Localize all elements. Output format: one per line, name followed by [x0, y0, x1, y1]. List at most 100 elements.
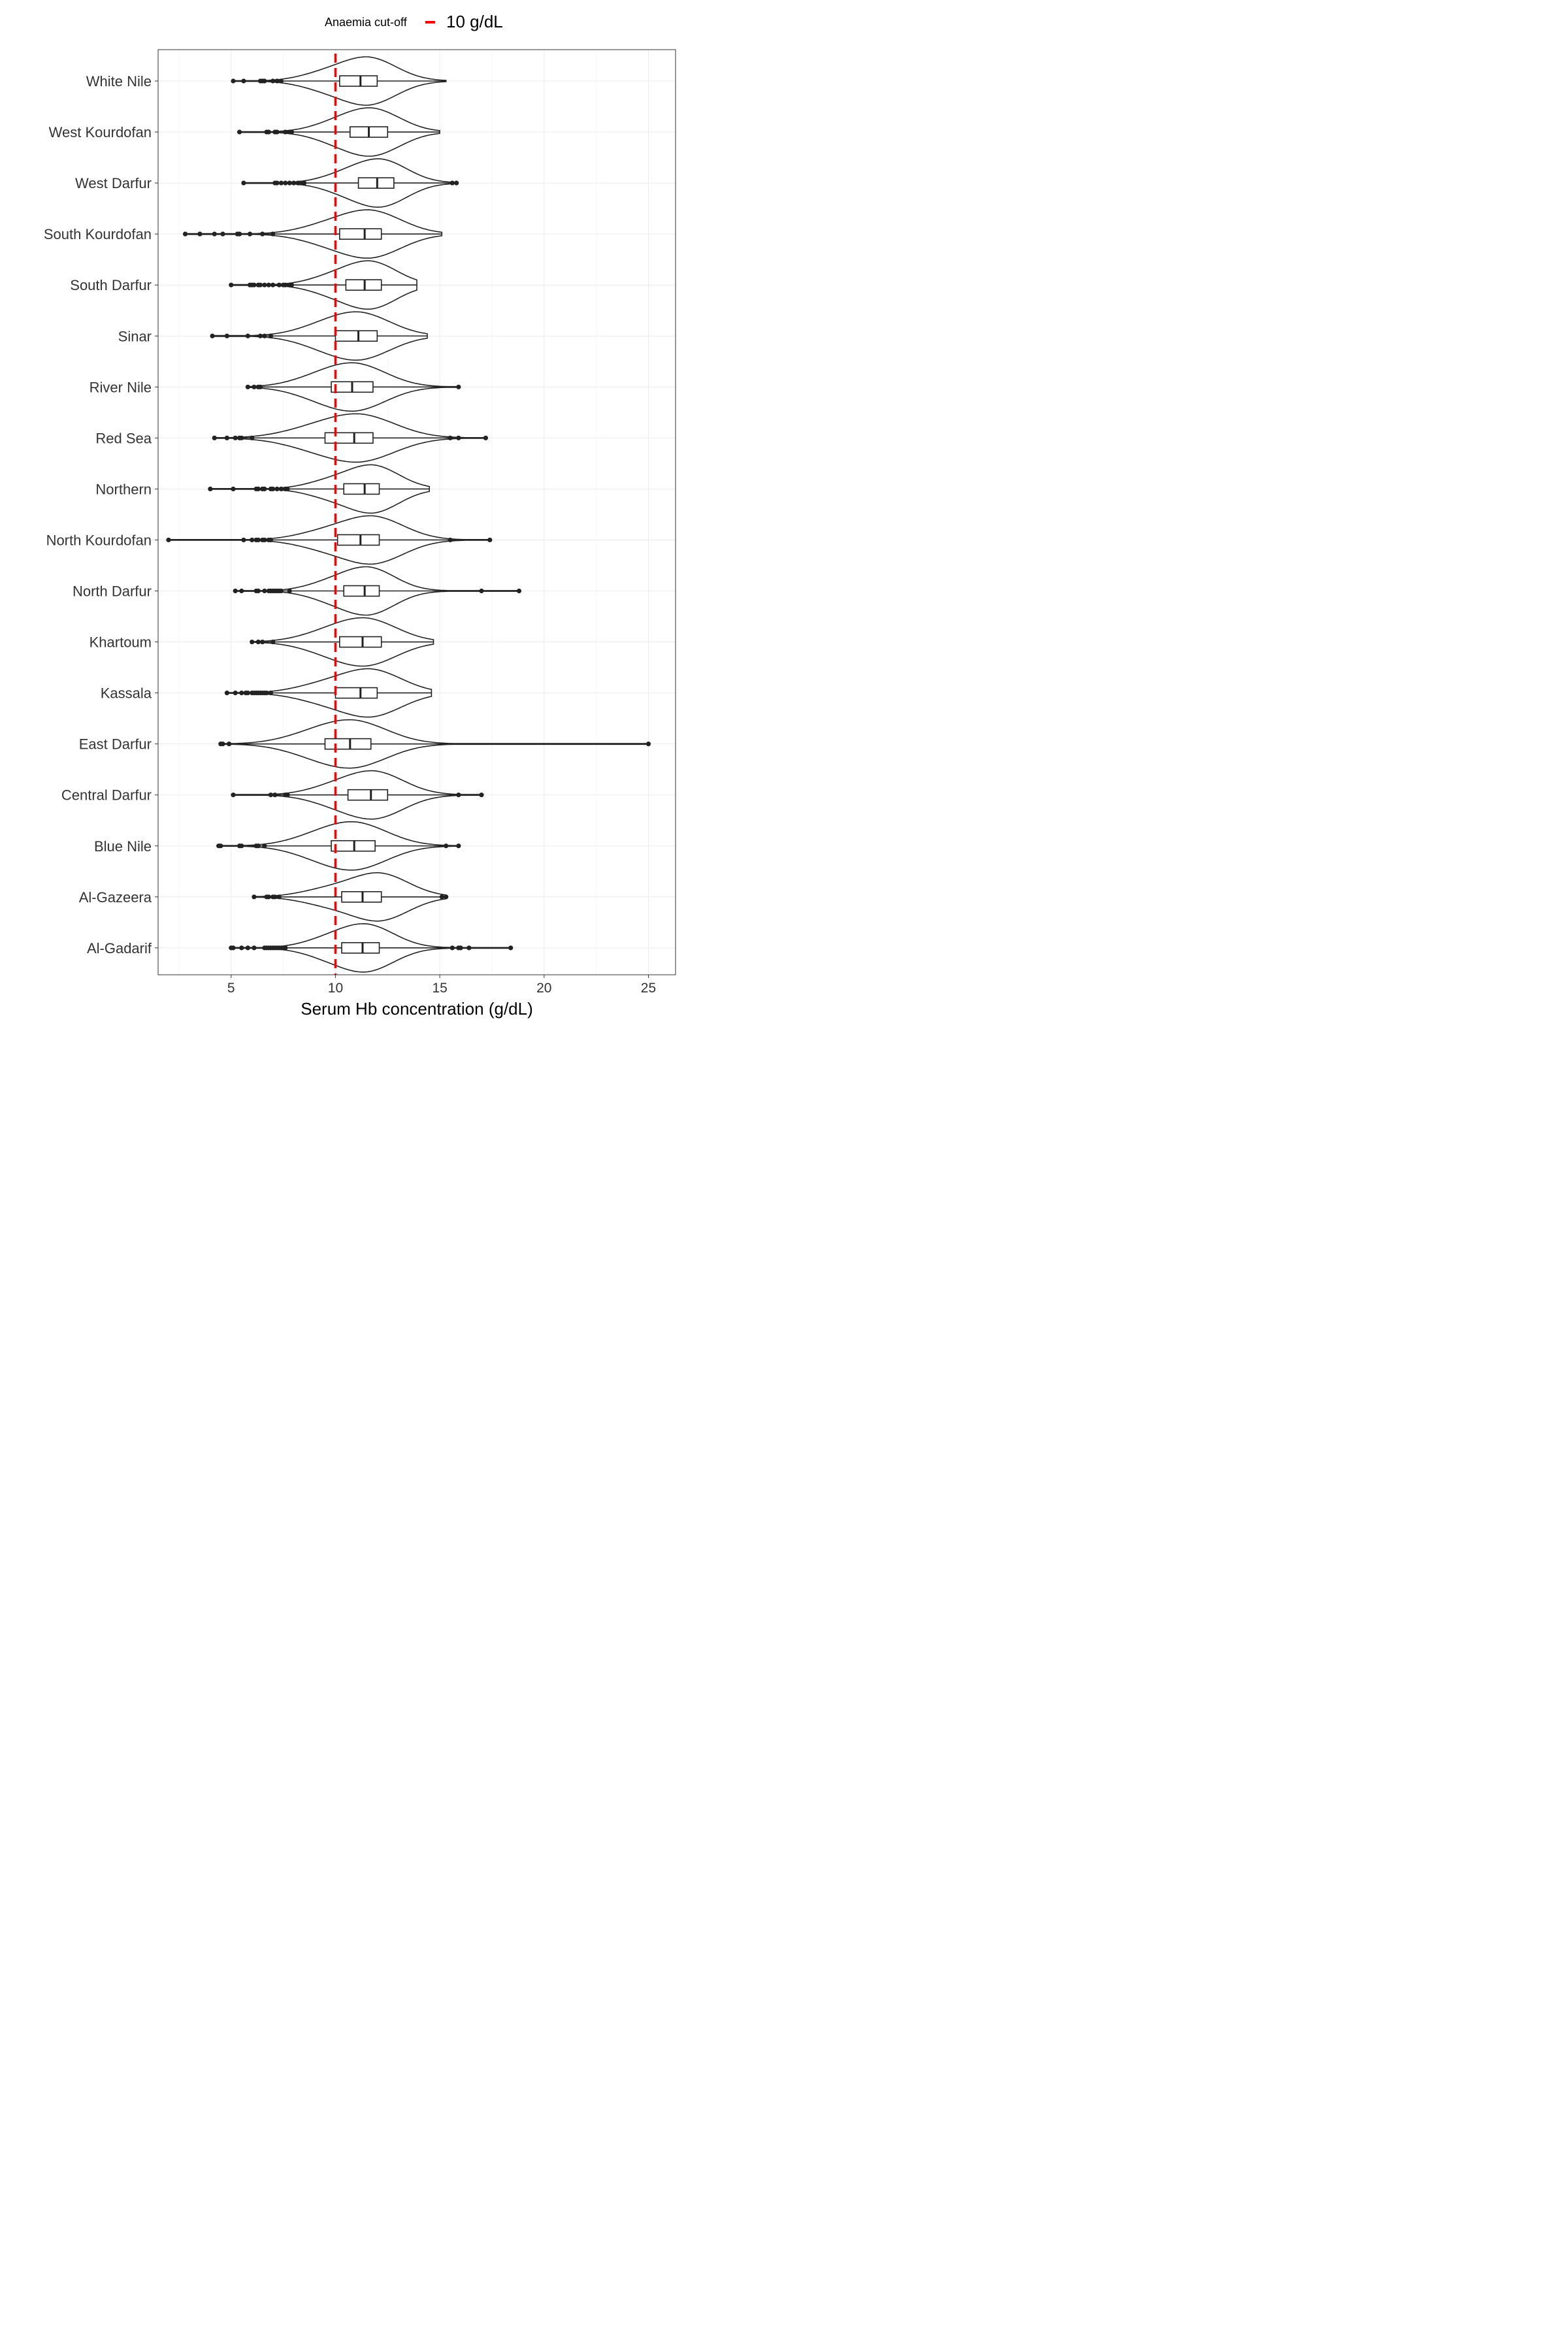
- legend: Anaemia cut-off 10 g/dL: [0, 9, 687, 35]
- outlier-point: [264, 691, 269, 696]
- outlier-point: [247, 231, 253, 237]
- outlier-point: [182, 231, 188, 237]
- outlier-point: [516, 588, 522, 594]
- outlier-point: [245, 384, 250, 389]
- y-label-west-darfur: West Darfur: [75, 175, 152, 191]
- outlier-point: [487, 537, 493, 543]
- outliers-layer: [166, 78, 651, 951]
- outlier-point: [289, 129, 294, 135]
- x-axis-ticks: 5 10 15 20 25: [227, 975, 656, 996]
- outlier-point: [241, 537, 246, 543]
- outlier-point: [262, 588, 267, 594]
- outlier-point: [287, 180, 292, 186]
- outlier-point: [250, 639, 255, 645]
- box-blue-nile: [331, 840, 376, 852]
- outlier-point: [255, 588, 261, 594]
- outlier-point: [278, 180, 284, 186]
- outlier-point: [257, 333, 263, 338]
- outlier-point: [210, 333, 215, 338]
- outlier-point: [266, 894, 271, 900]
- outlier-point: [197, 231, 203, 237]
- outlier-point: [285, 792, 290, 798]
- y-label-north-darfur: North Darfur: [73, 583, 152, 600]
- outlier-point: [276, 282, 282, 287]
- outlier-point: [212, 231, 217, 237]
- outlier-point: [483, 435, 488, 440]
- outlier-point: [508, 945, 514, 951]
- outlier-point: [266, 282, 271, 287]
- y-label-central-darfur: Central Darfur: [61, 787, 152, 804]
- outlier-point: [257, 384, 263, 389]
- box-south-kourdofan: [339, 228, 382, 240]
- outlier-point: [237, 231, 242, 237]
- outlier-point: [645, 742, 651, 747]
- outlier-point: [268, 333, 274, 338]
- outlier-point: [274, 180, 280, 186]
- y-label-northern: Northern: [95, 481, 152, 497]
- outlier-point: [448, 435, 453, 440]
- outlier-point: [212, 435, 217, 440]
- outlier-point: [262, 843, 267, 849]
- outlier-point: [301, 180, 307, 186]
- outlier-point: [220, 742, 225, 747]
- outlier-point: [479, 792, 484, 798]
- box-white-nile: [339, 75, 378, 87]
- outlier-point: [250, 435, 255, 440]
- outlier-point: [278, 588, 284, 594]
- y-label-blue-nile: Blue Nile: [94, 838, 152, 855]
- outlier-point: [274, 78, 280, 84]
- box-al-gazeera: [341, 891, 382, 903]
- plot-panel-border: [157, 49, 676, 975]
- y-label-river-nile: River Nile: [90, 379, 152, 395]
- outlier-point: [287, 588, 292, 594]
- outlier-point: [239, 588, 244, 594]
- box-west-darfur: [357, 177, 395, 189]
- outlier-point: [456, 384, 461, 389]
- outlier-point: [239, 945, 244, 951]
- y-label-south-darfur: South Darfur: [70, 277, 152, 293]
- y-label-kassala: Kassala: [101, 685, 152, 702]
- outlier-point: [218, 843, 223, 849]
- boxplots-layer: [168, 75, 649, 954]
- outlier-point: [245, 691, 250, 696]
- outlier-point: [166, 537, 171, 543]
- y-label-khartoum: Khartoum: [90, 634, 152, 651]
- outlier-point: [479, 588, 484, 594]
- outlier-point: [237, 129, 242, 135]
- y-axis-labels: White Nile West Kourdofan West Darfur South…: [44, 73, 158, 956]
- box-northern: [343, 483, 380, 495]
- outlier-point: [289, 282, 294, 287]
- outlier-point: [257, 282, 263, 287]
- outlier-point: [239, 843, 244, 849]
- outlier-point: [262, 282, 267, 287]
- outlier-point: [291, 180, 297, 186]
- outlier-point: [231, 792, 236, 798]
- outlier-point: [224, 691, 229, 696]
- legend-cutoff-key: [425, 21, 435, 24]
- x-tick-label: 25: [641, 981, 656, 996]
- outlier-point: [255, 843, 261, 849]
- outlier-point: [233, 588, 238, 594]
- outlier-point: [231, 78, 236, 84]
- box-east-darfur: [324, 738, 372, 750]
- outlier-point: [272, 792, 278, 798]
- violins-layer: [168, 56, 649, 973]
- outlier-point: [456, 843, 461, 849]
- outlier-point: [252, 384, 257, 389]
- y-label-al-gazeera: Al-Gazeera: [79, 889, 152, 906]
- outlier-point: [229, 282, 234, 287]
- outlier-point: [233, 435, 238, 440]
- outlier-point: [272, 894, 278, 900]
- outlier-point: [266, 129, 271, 135]
- outlier-point: [252, 894, 257, 900]
- outlier-point: [231, 486, 236, 492]
- outlier-point: [260, 639, 265, 645]
- outlier-point: [449, 180, 455, 186]
- x-axis-title: Serum Hb concentration (g/dL): [301, 999, 533, 1019]
- outlier-point: [224, 333, 229, 338]
- outlier-point: [270, 282, 276, 287]
- outlier-point: [278, 486, 284, 492]
- outlier-point: [276, 894, 282, 900]
- outlier-point: [268, 537, 274, 543]
- legend-title: Anaemia cut-off: [325, 16, 407, 29]
